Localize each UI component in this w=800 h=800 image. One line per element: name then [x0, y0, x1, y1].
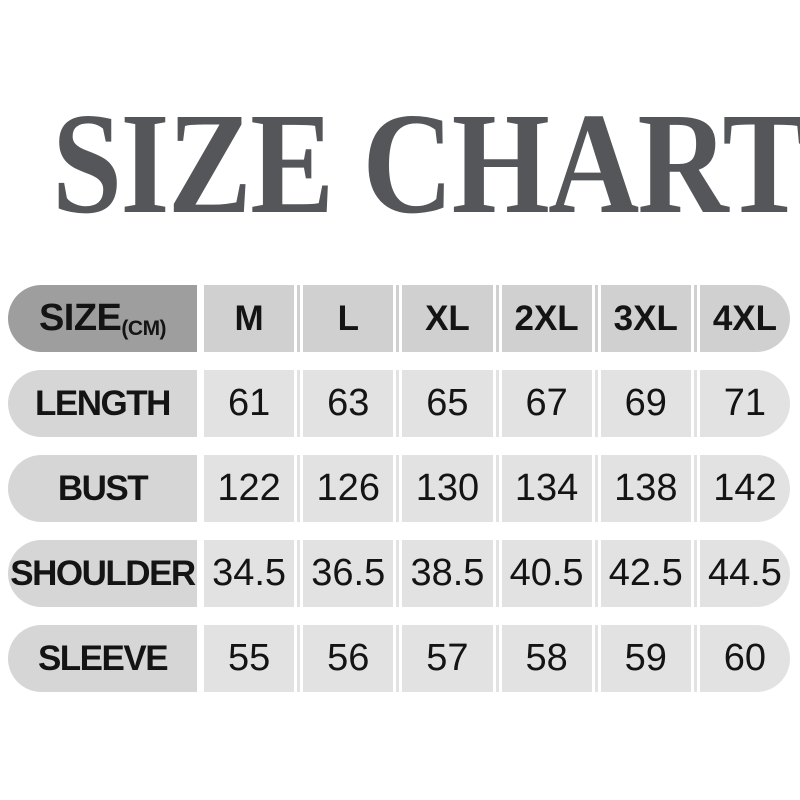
cell-divider — [396, 370, 400, 437]
value-cell: 55 — [204, 625, 295, 692]
cell-divider — [495, 370, 499, 437]
cell-divider — [495, 540, 499, 607]
header-cell-l: L — [303, 285, 394, 352]
cell-divider — [693, 625, 697, 692]
value-cell: 126 — [303, 455, 394, 522]
value-cell: 34.5 — [204, 540, 295, 607]
value-cell: 60 — [699, 625, 791, 692]
value-cell: 44.5 — [699, 540, 791, 607]
header-cell-2xl: 2XL — [501, 285, 592, 352]
page-title: SIZE CHART — [52, 84, 800, 244]
table-row-bust: BUST 122 126 130 134 138 142 — [8, 455, 791, 522]
value-cell: 61 — [204, 370, 295, 437]
cell-divider — [297, 455, 301, 522]
value-cell: 57 — [402, 625, 493, 692]
cell-divider — [495, 625, 499, 692]
cell-divider — [396, 540, 400, 607]
value-cell: 56 — [303, 625, 394, 692]
cell-divider — [594, 285, 598, 352]
value-cell: 42.5 — [600, 540, 691, 607]
cell-divider — [495, 455, 499, 522]
header-cell-4xl: 4XL — [699, 285, 791, 352]
cell-divider — [594, 540, 598, 607]
header-cell-m: M — [204, 285, 295, 352]
cell-divider — [594, 625, 598, 692]
value-cell: 58 — [501, 625, 592, 692]
value-cell: 71 — [699, 370, 791, 437]
value-cell: 138 — [600, 455, 691, 522]
value-cell: 69 — [600, 370, 691, 437]
cell-divider — [693, 540, 697, 607]
cell-divider — [594, 455, 598, 522]
value-cell: 63 — [303, 370, 394, 437]
size-table: SIZE (CM) M L XL 2XL 3XL 4XL LENGTH 61 63… — [8, 285, 791, 710]
value-cell: 40.5 — [501, 540, 592, 607]
value-cell: 65 — [402, 370, 493, 437]
header-cell-3xl: 3XL — [600, 285, 691, 352]
cell-divider — [396, 455, 400, 522]
cell-divider — [297, 625, 301, 692]
table-row-sleeve: SLEEVE 55 56 57 58 59 60 — [8, 625, 791, 692]
header-corner-cell: SIZE (CM) — [8, 285, 197, 352]
row-label-cell: SHOULDER — [8, 540, 197, 607]
table-row-length: LENGTH 61 63 65 67 69 71 — [8, 370, 791, 437]
cell-divider — [594, 370, 598, 437]
table-row-shoulder: SHOULDER 34.5 36.5 38.5 40.5 42.5 44.5 — [8, 540, 791, 607]
value-cell: 130 — [402, 455, 493, 522]
value-cell: 36.5 — [303, 540, 394, 607]
corner-unit: (CM) — [121, 316, 167, 340]
value-cell: 38.5 — [402, 540, 493, 607]
row-label-cell: LENGTH — [8, 370, 197, 437]
cell-divider — [297, 370, 301, 437]
corner-label: SIZE — [38, 297, 122, 339]
table-header-row: SIZE (CM) M L XL 2XL 3XL 4XL — [8, 285, 791, 352]
cell-divider — [693, 285, 697, 352]
value-cell: 122 — [204, 455, 295, 522]
cell-divider — [396, 625, 400, 692]
value-cell: 142 — [699, 455, 791, 522]
value-cell: 59 — [600, 625, 691, 692]
cell-divider — [297, 285, 301, 352]
cell-divider — [495, 285, 499, 352]
cell-divider — [693, 370, 697, 437]
header-cell-xl: XL — [402, 285, 493, 352]
cell-divider — [396, 285, 400, 352]
cell-divider — [297, 540, 301, 607]
row-label-cell: SLEEVE — [8, 625, 197, 692]
row-label-cell: BUST — [8, 455, 197, 522]
cell-divider — [693, 455, 697, 522]
value-cell: 134 — [501, 455, 592, 522]
value-cell: 67 — [501, 370, 592, 437]
